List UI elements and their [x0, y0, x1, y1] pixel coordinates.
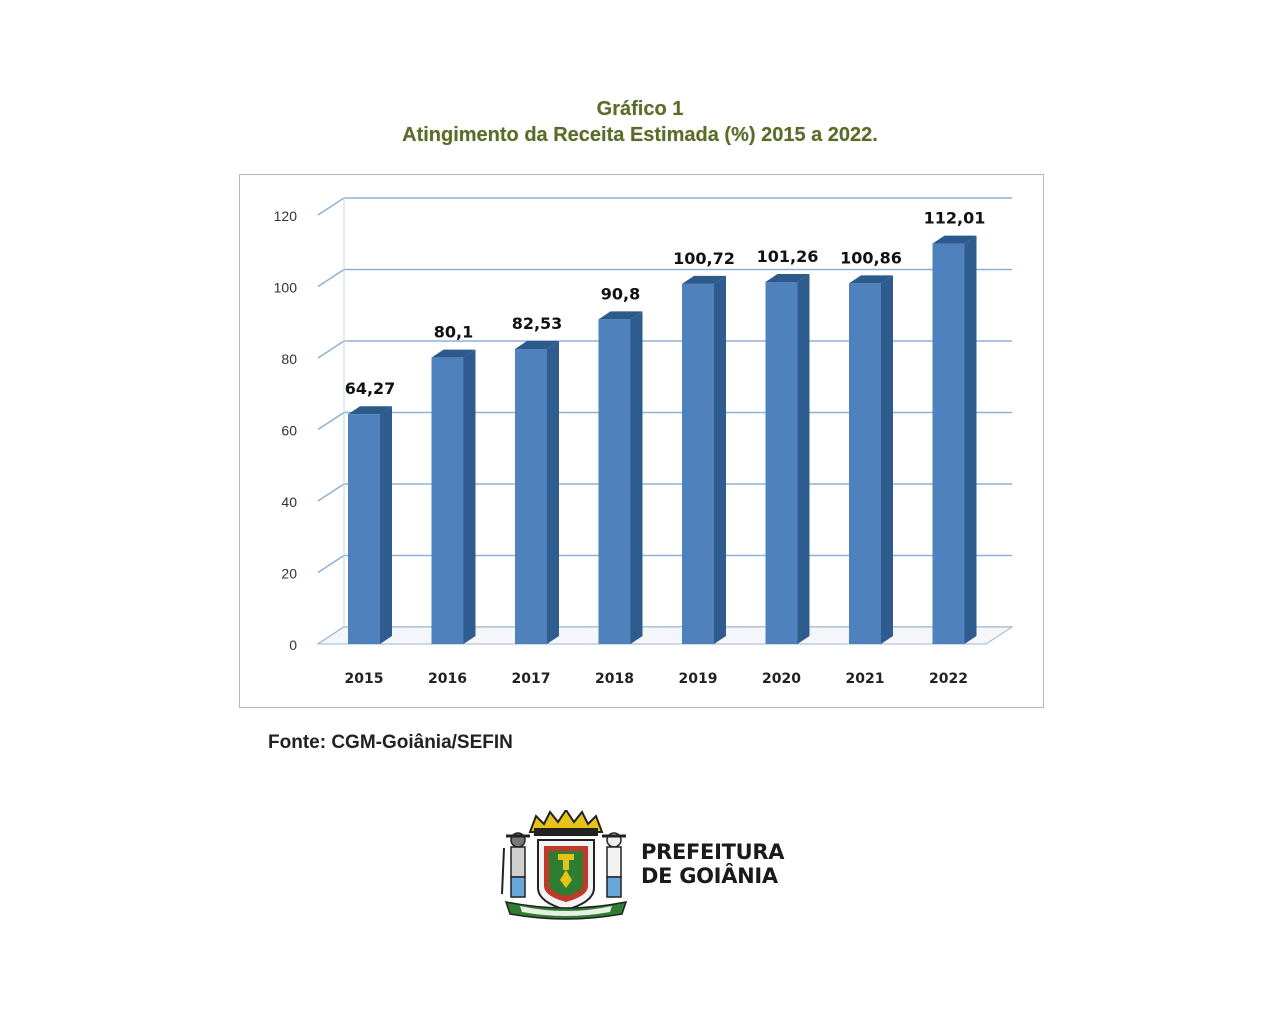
y-tick-label: 120: [274, 208, 298, 224]
data-label: 80,1: [434, 323, 473, 342]
chart-title-line2: Atingimento da Receita Estimada (%) 2015…: [402, 124, 878, 146]
bar: [932, 243, 965, 644]
bar-chart: 0 20 40 60 80 100 120 64,27 2015 80,1 2016 82,53 201…: [274, 197, 1014, 687]
x-tick-label: 2021: [846, 671, 885, 687]
y-tick-label: 80: [281, 351, 297, 367]
gridline-side: [317, 483, 345, 502]
data-label: 82,53: [512, 314, 563, 333]
chart-floor: [316, 626, 1014, 645]
chart-title-line1: Gráfico 1: [596, 98, 684, 120]
bar: [598, 319, 631, 644]
bar-top: [849, 275, 893, 284]
data-label: 90,8: [601, 284, 640, 303]
bar-top: [682, 275, 726, 284]
logo-line2: DE GOIÂNIA: [641, 864, 778, 888]
gridline-side: [317, 411, 345, 431]
y-tick-label: 100: [274, 280, 298, 296]
bar: [682, 283, 714, 644]
gridline-side: [317, 340, 345, 359]
y-tick-label: 60: [281, 423, 297, 439]
bar-top: [765, 273, 810, 282]
x-tick-label: 2020: [762, 671, 801, 687]
bar-side: [380, 406, 392, 644]
gridline-side: [317, 554, 345, 574]
bar-top: [515, 340, 559, 349]
bar-side: [714, 275, 726, 644]
bar: [849, 283, 881, 644]
y-tick-label: 0: [289, 637, 297, 653]
bar-top: [598, 311, 643, 320]
data-label: 64,27: [345, 379, 396, 398]
bar-side: [463, 349, 476, 644]
source-note: Fonte: CGM-Goiânia/SEFIN: [268, 732, 513, 753]
data-label: 100,86: [840, 248, 902, 267]
bar: [348, 414, 380, 644]
logo-line1: PREFEITURA: [641, 840, 785, 864]
bar-side: [881, 275, 893, 644]
chart-frame: 0 20 40 60 80 100 120 64,27 2015 80,1 2016 82,53 201…: [239, 174, 1044, 708]
gridline-side: [317, 197, 345, 216]
data-label: 112,01: [924, 209, 986, 228]
bar-side: [630, 311, 643, 644]
x-tick-label: 2019: [679, 671, 718, 687]
bar-side: [797, 273, 810, 644]
x-tick-label: 2017: [512, 671, 551, 687]
x-tick-label: 2022: [929, 671, 968, 687]
bar-side: [547, 340, 559, 644]
y-tick-label: 40: [281, 494, 297, 510]
x-tick-label: 2015: [345, 671, 384, 687]
prefeitura-logo: PREFEITURA DE GOIÂNIA: [500, 810, 800, 922]
bar: [515, 348, 547, 644]
x-tick-label: 2018: [595, 671, 634, 687]
gridline-side: [317, 268, 345, 288]
chart-title: Gráfico 1 Atingimento da Receita Estimad…: [0, 96, 1280, 148]
bar: [765, 281, 798, 644]
bar-top: [431, 349, 476, 358]
bar-top: [932, 235, 977, 244]
x-tick-label: 2016: [428, 671, 467, 687]
coat-of-arms-icon: [501, 810, 628, 920]
bar: [431, 357, 464, 644]
bar-top: [348, 406, 392, 415]
data-label: 100,72: [673, 249, 735, 268]
logo-text: PREFEITURA DE GOIÂNIA: [641, 840, 785, 888]
bar-side: [964, 235, 977, 644]
data-label: 101,26: [757, 247, 819, 266]
y-tick-label: 20: [281, 566, 297, 582]
